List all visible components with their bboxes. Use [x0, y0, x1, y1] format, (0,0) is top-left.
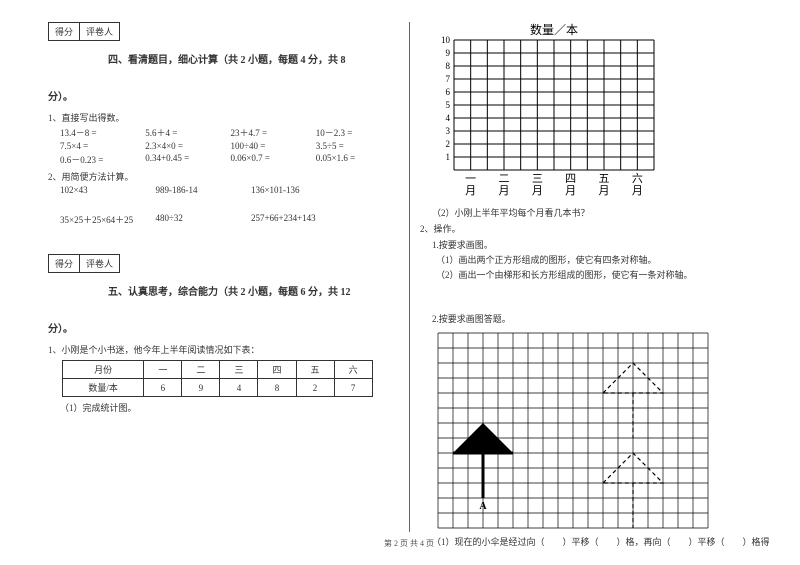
q5-2-label: 2、操作。	[420, 222, 770, 235]
score-box-4: 得分 评卷人	[48, 22, 120, 41]
table-row: 月份 一 二 三 四 五 六	[63, 361, 373, 379]
calc-cell: 10－2.3 =	[316, 126, 401, 139]
svg-text:六: 六	[632, 172, 643, 185]
q5-2-1a: （1）画出两个正方形组成的图形，使它有四条对称轴。	[436, 253, 770, 266]
q5-2-1b: （2）画出一个由梯形和长方形组成的图形，使它有一条对称轴。	[436, 268, 770, 281]
calc-row-2: 7.5×4 = 2.3×4×0 = 100÷40 = 3.5÷5 =	[48, 141, 401, 151]
svg-text:7: 7	[446, 74, 451, 84]
svg-text:10: 10	[441, 35, 451, 45]
table-header: 五	[296, 361, 334, 379]
calc-cell: 2.3×4×0 =	[145, 141, 230, 151]
calc-cell: 0.34+0.45 =	[145, 153, 230, 166]
calc-row-4: 102×43 989-186-14 136×101-136	[48, 185, 401, 195]
svg-text:6: 6	[446, 87, 451, 97]
table-header: 六	[334, 361, 372, 379]
q5-2-2: 2.按要求画图答题。	[432, 312, 770, 325]
grader-label: 评卷人	[80, 255, 119, 272]
table-cell: 数量/本	[63, 379, 144, 397]
table-cell: 8	[258, 379, 296, 397]
calc-row-3: 0.6－0.23 = 0.34+0.45 = 0.06×0.7 = 0.05×1…	[48, 153, 401, 166]
q5-2-1: 1.按要求画图。	[432, 238, 770, 251]
calc-cell: 0.05×1.6 =	[316, 153, 401, 166]
table-header: 二	[182, 361, 220, 379]
translation-grid: A	[436, 331, 726, 531]
svg-text:月: 月	[532, 185, 543, 197]
svg-text:三: 三	[532, 173, 543, 185]
q4-2-label: 2、用简便方法计算。	[48, 170, 401, 183]
table-row: 数量/本 6 9 4 8 2 7	[63, 379, 373, 397]
svg-text:1: 1	[446, 152, 451, 162]
table-header: 三	[220, 361, 258, 379]
svg-text:月: 月	[632, 185, 643, 197]
calc-row-1: 13.4－8 = 5.6＋4 = 23＋4.7 = 10－2.3 =	[48, 126, 401, 139]
table-cell: 2	[296, 379, 334, 397]
q5-2-2a: （1）现在的小伞是经过向（ ）平移（ ）格，再向（ ）平移（ ）格得	[432, 535, 770, 548]
calc-cell: 100÷40 =	[231, 141, 316, 151]
svg-text:月: 月	[465, 185, 476, 197]
calc-cell: 13.4－8 =	[60, 126, 145, 139]
calc-cell: 7.5×4 =	[60, 141, 145, 151]
svg-text:2: 2	[446, 139, 451, 149]
svg-text:4: 4	[446, 113, 451, 123]
section-5-tail: 分）。	[48, 320, 401, 335]
svg-text:五: 五	[599, 173, 610, 185]
calc-cell: 0.06×0.7 =	[231, 153, 316, 166]
table-cell: 9	[182, 379, 220, 397]
calc-cell: 23＋4.7 =	[231, 126, 316, 139]
table-header: 月份	[63, 361, 144, 379]
table-cell: 7	[334, 379, 372, 397]
bar-chart: 数量／本10987654321一月二月三月四月五月六月	[420, 22, 680, 202]
calc-cell: 257+66+234+143	[251, 213, 346, 226]
calc-cell: 480÷32	[155, 213, 250, 226]
section-5-title: 五、认真思考，综合能力（共 2 小题，每题 6 分，共 12	[48, 283, 401, 298]
section-4-tail: 分）。	[48, 88, 401, 103]
score-box-5: 得分 评卷人	[48, 254, 120, 273]
q4-1-label: 1、直接写出得数。	[48, 111, 401, 124]
table-header: 四	[258, 361, 296, 379]
svg-text:3: 3	[446, 126, 451, 136]
svg-text:数量／本: 数量／本	[530, 22, 578, 37]
calc-row-5: 35×25＋25×64＋25 480÷32 257+66+234+143	[48, 213, 401, 226]
calc-cell: 3.5÷5 =	[316, 141, 401, 151]
q5-1-2: （2）小刚上半年平均每个月看几本书？	[432, 206, 770, 219]
calc-cell: 102×43	[60, 185, 155, 195]
score-label: 得分	[49, 255, 80, 272]
calc-cell: 5.6＋4 =	[145, 126, 230, 139]
calc-cell: 136×101-136	[251, 185, 346, 195]
svg-text:月: 月	[565, 185, 576, 197]
svg-text:8: 8	[446, 61, 451, 71]
svg-text:5: 5	[446, 100, 451, 110]
table-cell: 6	[144, 379, 182, 397]
reading-table: 月份 一 二 三 四 五 六 数量/本 6 9 4 8 2 7	[62, 360, 373, 397]
calc-cell: 989-186-14	[155, 185, 250, 195]
table-header: 一	[144, 361, 182, 379]
calc-cell: 0.6－0.23 =	[60, 153, 145, 166]
svg-text:二: 二	[499, 173, 510, 185]
svg-text:月: 月	[499, 185, 510, 197]
svg-text:9: 9	[446, 48, 451, 58]
grader-label: 评卷人	[80, 23, 119, 40]
svg-text:四: 四	[565, 173, 576, 185]
svg-text:一: 一	[465, 173, 476, 185]
q5-1-1: （1）完成统计图。	[60, 401, 401, 414]
table-cell: 4	[220, 379, 258, 397]
svg-text:月: 月	[599, 185, 610, 197]
svg-text:A: A	[479, 501, 487, 512]
section-4-title: 四、看清题目，细心计算（共 2 小题，每题 4 分，共 8	[48, 51, 401, 66]
q5-1-label: 1、小刚是个小书迷，他今年上半年阅读情况如下表：	[48, 343, 401, 356]
calc-cell: 35×25＋25×64＋25	[60, 213, 155, 226]
score-label: 得分	[49, 23, 80, 40]
